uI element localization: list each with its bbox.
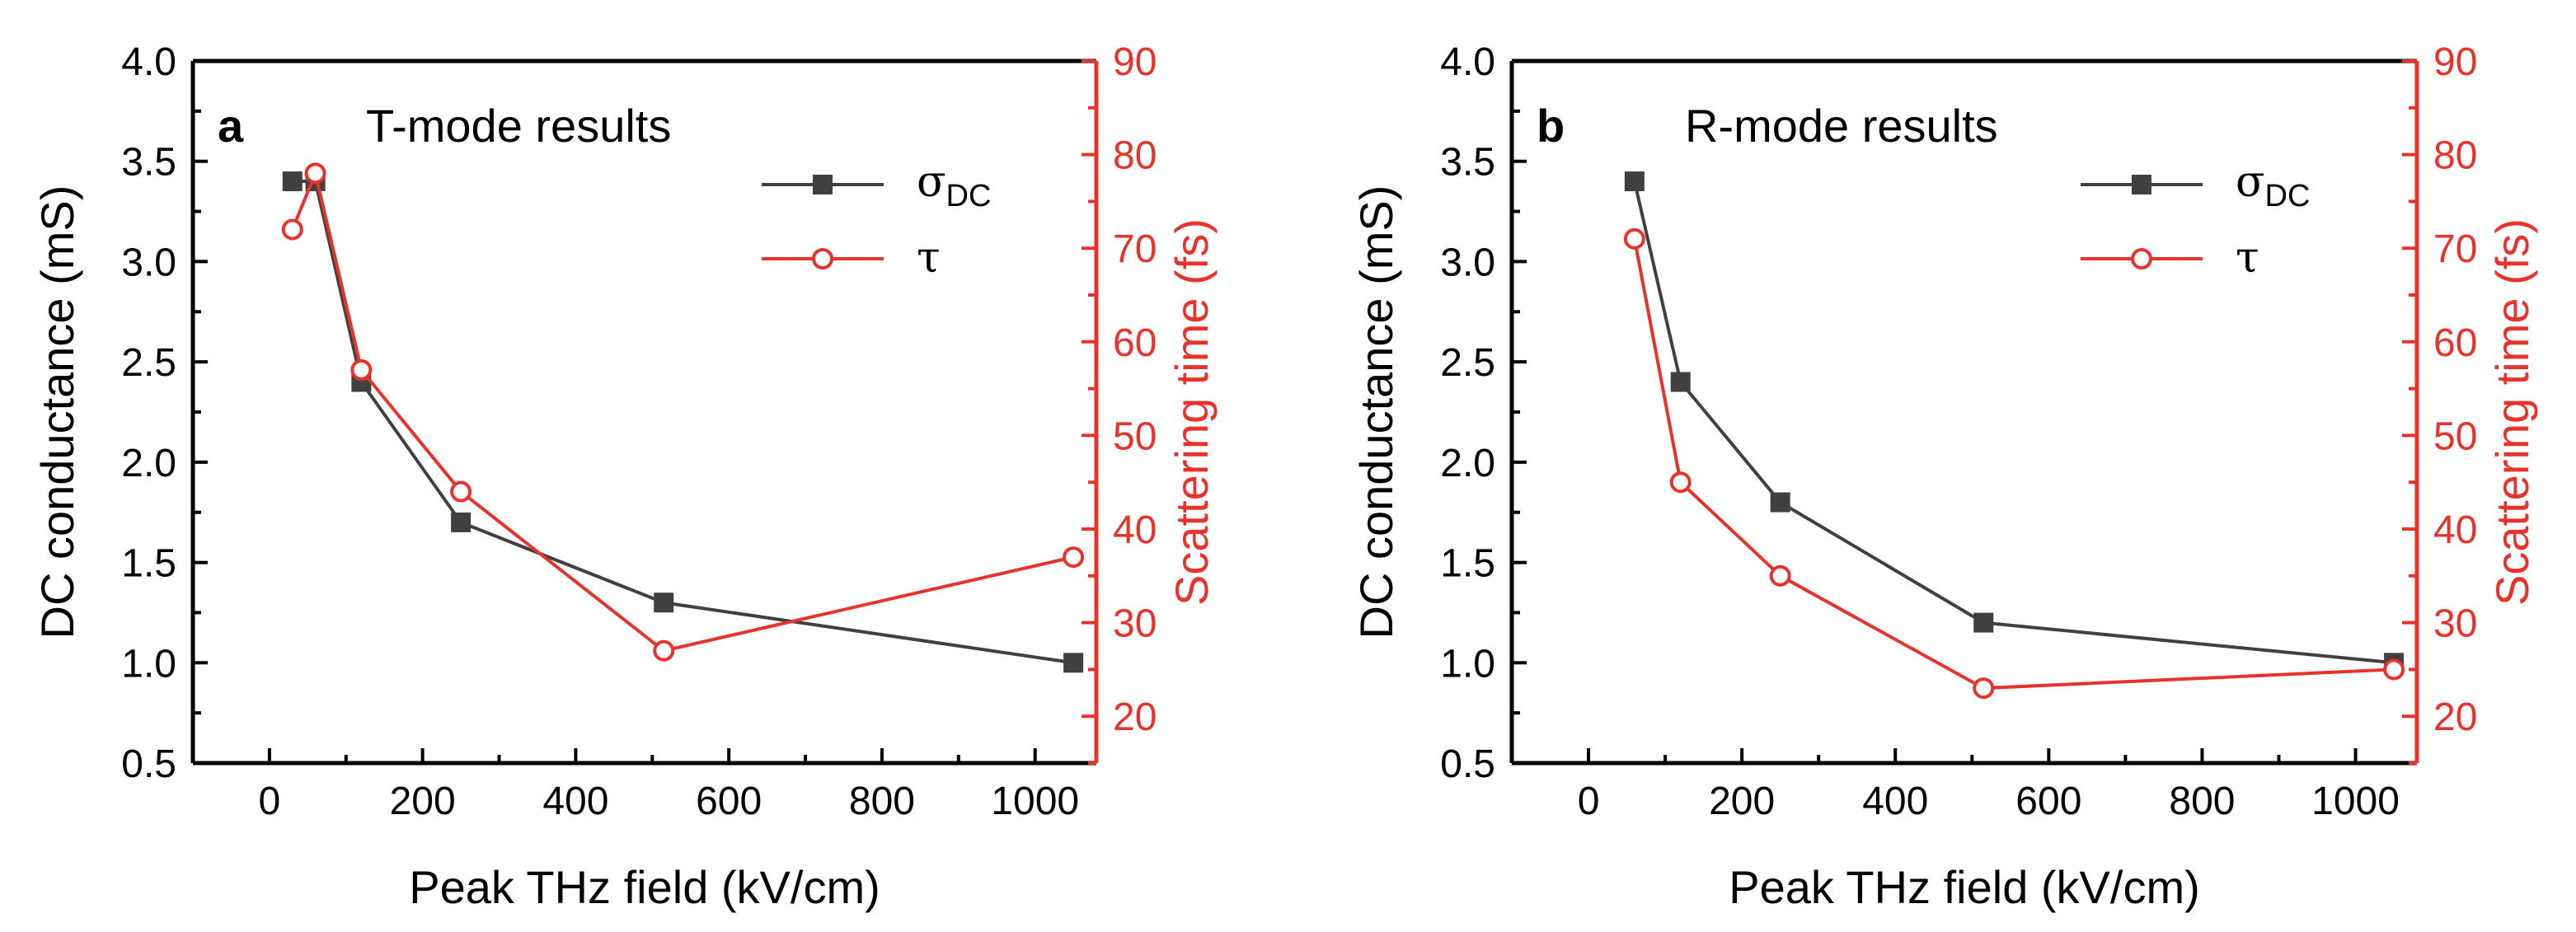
panel-a-y-tick-label: 4.0 — [121, 40, 176, 84]
panel-a-legend-sigma-marker — [813, 175, 833, 194]
panel-a-legend-tau-marker — [812, 248, 833, 269]
panel-a-x-tick-label: 600 — [696, 780, 762, 823]
panel-b-legend-tau-marker — [2131, 248, 2152, 269]
panel-a-x-axis-title: Peak THz field (kV/cm) — [409, 861, 880, 913]
panel-a-y2-tick-label: 40 — [1113, 508, 1157, 552]
panel-b-y2-tick-label: 80 — [2433, 134, 2477, 178]
panel-a-x-tick-label: 400 — [542, 780, 608, 823]
panel-a-legend-sigma-symbol: σ — [917, 157, 946, 207]
panel-a-y2-axis-title: Scattering time (fs) — [1166, 218, 1218, 606]
panel-a-y2-tick-label: 70 — [1113, 227, 1157, 271]
panel-a-sigma-data-point — [654, 592, 674, 613]
panel-b-y-tick-label: 1.0 — [1440, 642, 1495, 686]
panel-a-sigma-data-point — [451, 512, 472, 532]
panel-b-sigma-data-point — [1670, 372, 1691, 392]
panel-a: 0 200 400 600 800 1000 0.5 1.0 1.5 2.0 2.5 3.0 3.5 4.… — [31, 40, 1218, 913]
panel-b-legend-tau-label: τ — [2236, 233, 2259, 283]
panel-a-legend-sigma-subscript: DC — [946, 179, 992, 213]
panel-b-y-tick-label: 3.5 — [1440, 141, 1495, 185]
panel-b-y-axis-title: DC conductance (mS) — [1350, 185, 1402, 639]
panel-b-tau-data-point — [1669, 471, 1692, 494]
panel-b-legend-sigma-subscript: DC — [2265, 179, 2311, 213]
panel-b-y-tick-label: 1.5 — [1440, 542, 1495, 586]
panel-b-y-tick-label: 0.5 — [1440, 742, 1495, 786]
panel-b-y2-tick-label: 40 — [2433, 508, 2477, 552]
panel-a-tau-data-point — [450, 480, 472, 503]
panel-b-y-tick-label: 4.0 — [1440, 40, 1495, 84]
panel-b-tau-data-point — [1769, 564, 1791, 587]
panel-b-y2-tick-label: 20 — [2433, 695, 2477, 739]
panel-a-y2-tick-label: 20 — [1113, 695, 1157, 739]
panel-b-sigma-data-point — [1770, 492, 1790, 513]
panel-a-y-tick-label: 2.5 — [121, 341, 176, 385]
panel-b-x-tick-label: 400 — [1862, 780, 1928, 823]
panel-b-y2-tick-label: 50 — [2433, 414, 2477, 458]
panel-b-y-tick-label: 3.0 — [1440, 241, 1495, 284]
panel-a-tau-series-line — [290, 167, 1074, 653]
panel-b-tau-data-point — [2383, 658, 2405, 681]
panel-a-y-axis-title: DC conductance (mS) — [31, 185, 83, 639]
panel-b-y2-tick-label: 70 — [2433, 227, 2477, 271]
panel-a-y2-tick-label: 30 — [1113, 602, 1157, 646]
panel-b-y2-axis-title: Scattering time (fs) — [2486, 218, 2538, 606]
panel-b-sigma-data-point — [1973, 612, 1994, 633]
panel-a-y-tick-label: 3.0 — [121, 241, 176, 284]
panel-b-tau-data-point — [1623, 227, 1645, 250]
panel-b-tau-data-point — [1973, 677, 1995, 700]
panel-a-y2-tick-label: 90 — [1113, 40, 1157, 84]
panel-a-x-tick-label: 1000 — [991, 780, 1079, 823]
panel-a-y2-tick-label: 60 — [1113, 321, 1157, 365]
panel-b-panel-title: R-mode results — [1685, 100, 1998, 152]
panel-a-tau-data-point — [653, 639, 675, 662]
panel-a-y-tick-label: 2.0 — [121, 442, 176, 485]
panel-a-legend-tau-label: τ — [917, 233, 941, 283]
panel-a-tau-data-point — [304, 162, 326, 185]
panel-a-tau-data-point — [350, 358, 373, 381]
panel-a-tau-data-point — [1063, 546, 1085, 569]
panel-a-panel-title: T-mode results — [366, 100, 671, 152]
panel-b-legend-sigma-symbol: σ — [2236, 157, 2265, 207]
panel-a-sigma-data-point — [282, 171, 303, 192]
panel-b-sigma-data-point — [1624, 171, 1645, 192]
panel-b-x-tick-label: 800 — [2169, 780, 2235, 823]
panel-b-sigma-series-line — [1632, 180, 2395, 665]
panel-b-y2-tick-label: 90 — [2433, 40, 2477, 84]
panel-a-tau-data-point — [281, 218, 303, 241]
panel-a-y2-tick-label: 50 — [1113, 414, 1157, 458]
panel-b-x-tick-label: 600 — [2015, 780, 2081, 823]
panel-a-x-tick-label: 800 — [849, 780, 915, 823]
panel-a-y-tick-label: 1.0 — [121, 642, 176, 686]
panel-a-x-tick-label: 200 — [390, 780, 456, 823]
panel-a-y-tick-label: 1.5 — [121, 542, 176, 586]
panel-b-y-tick-label: 2.5 — [1440, 341, 1495, 385]
panel-a-y-tick-label: 0.5 — [121, 742, 176, 786]
panel-a-y-tick-label: 3.5 — [121, 141, 176, 185]
panel-b-y-tick-label: 2.0 — [1440, 442, 1495, 485]
panel-b-y2-tick-label: 30 — [2433, 602, 2477, 646]
panel-a-y2-tick-label: 80 — [1113, 134, 1157, 178]
panel-b-x-axis-title: Peak THz field (kV/cm) — [1729, 861, 2200, 913]
panel-b-panel-letter: b — [1537, 100, 1565, 152]
panel-a-sigma-data-point — [1063, 653, 1084, 673]
panel-b-legend-sigma-label: σDC — [2236, 157, 2310, 213]
panel-b-legend-sigma-marker — [2132, 175, 2151, 194]
panel-b-x-tick-label: 1000 — [2311, 780, 2400, 823]
panel-a-panel-letter: a — [218, 100, 244, 152]
panel-a-x-tick-label: 0 — [259, 780, 281, 823]
panel-b: 0 200 400 600 800 1000 0.5 1.0 1.5 2.0 2.5 3.0 3.5 4.… — [1350, 40, 2538, 913]
panel-b-x-tick-label: 0 — [1578, 780, 1600, 823]
panel-b-y2-tick-label: 60 — [2433, 321, 2477, 365]
panel-a-sigma-series-line — [292, 180, 1074, 665]
panel-a-legend-sigma-label: σDC — [917, 157, 991, 213]
panel-b-x-tick-label: 200 — [1709, 780, 1775, 823]
